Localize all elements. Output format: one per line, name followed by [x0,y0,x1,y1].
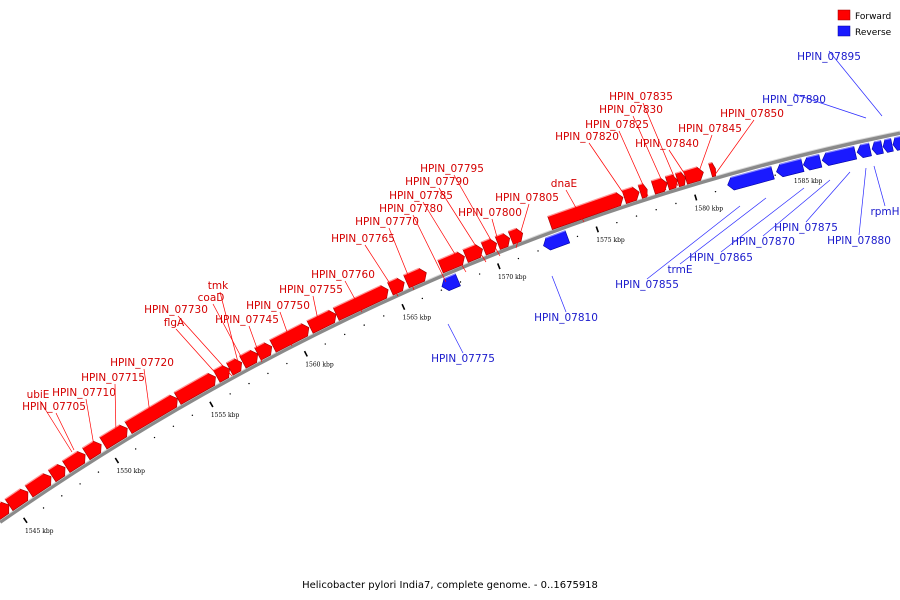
gene-label: HPIN_07705 [22,401,86,413]
gene-label: HPIN_07750 [246,300,310,312]
tick-label: 1575 kbp [596,237,625,244]
tick-label: 1570 kbp [498,274,527,281]
gene-label: HPIN_07745 [215,314,279,326]
gene-label: HPIN_07865 [689,252,753,264]
legend-forward-swatch [837,9,851,21]
legend-reverse-label: Reverse [855,28,892,38]
legend-forward-label: Forward [855,12,891,22]
tick-mark [209,401,214,408]
legend: Forward Reverse [837,9,892,38]
gene-label: rpmH [870,206,899,218]
tick-mark [114,457,120,464]
tick-label: 1580 kbp [695,205,724,212]
gene-block-r7 [871,140,884,155]
gene-label: HPIN_07730 [144,304,208,316]
tick-mark [303,350,308,357]
tick-label: 1585 kbp [794,178,823,185]
tick-label: 1565 kbp [403,315,432,322]
gene-label: HPIN_07790 [405,176,469,188]
tick-label: 1555 kbp [211,412,240,419]
gene-label: dnaE [551,178,577,190]
gene-label: HPIN_07895 [797,51,861,63]
gene-label: HPIN_07720 [110,357,174,369]
gene-label: HPIN_07805 [495,192,559,204]
legend-reverse-swatch [837,25,851,37]
gene-label: HPIN_07840 [635,138,699,150]
gene-label: HPIN_07850 [720,108,784,120]
gene-label: HPIN_07775 [431,353,495,365]
gene-label: HPIN_07780 [379,203,443,215]
label-connectors [39,50,886,453]
tick-mark [22,517,28,524]
tick-label: 1545 kbp [25,528,54,535]
tick-mark [496,263,501,270]
gene-label: HPIN_07755 [279,284,343,296]
gene-label: HPIN_07880 [827,235,891,247]
gene-label: trmE [667,264,692,276]
gene-block-r4 [802,154,823,171]
gene-block-g28 [674,171,686,188]
gene-label: HPIN_07845 [678,123,742,135]
gene-label: HPIN_07765 [331,233,395,245]
gene-label: HPIN_07710 [52,387,116,399]
gene-block-g27 [664,174,678,191]
genome-caption: Helicobacter pylori India7, complete gen… [302,580,598,591]
gene-label: HPIN_07770 [355,216,419,228]
gene-block-r6 [856,142,872,158]
gene-label: HPIN_07760 [311,269,375,281]
gene-label: HPIN_07825 [585,119,649,131]
genome-backbone [0,131,900,524]
tick-mark [694,194,698,201]
gene-label: HPIN_07810 [534,312,598,324]
tick-mark [595,226,600,233]
ruler-ticks: 1545 kbp 1550 kbp 1555 kbp 1560 kbp 1565 kbp… [22,166,823,535]
tick-label: 1550 kbp [116,468,145,475]
gene-label: HPIN_07715 [81,372,145,384]
gene-label: HPIN_07870 [731,236,795,248]
tick-label: 1560 kbp [305,361,334,368]
gene-label: HPIN_07855 [615,279,679,291]
gene-label: HPIN_07830 [599,104,663,116]
gene-label: HPIN_07820 [555,131,619,143]
gene-label: flgA [164,317,185,329]
gene-label: HPIN_07875 [774,222,838,234]
gene-label: HPIN_07785 [389,190,453,202]
gene-label: tmk [208,280,229,292]
gene-label: HPIN_07795 [420,163,484,175]
gene-label: HPIN_07890 [762,94,826,106]
gene-block-g0 [0,501,10,520]
tick-mark [401,303,406,311]
gene-block-r8 [882,138,894,153]
gene-label: ubiE [27,389,50,401]
gene-block-r9 [892,136,900,151]
gene-label: coaD [198,292,225,304]
gene-label: HPIN_07835 [609,91,673,103]
gene-label: HPIN_07800 [458,207,522,219]
